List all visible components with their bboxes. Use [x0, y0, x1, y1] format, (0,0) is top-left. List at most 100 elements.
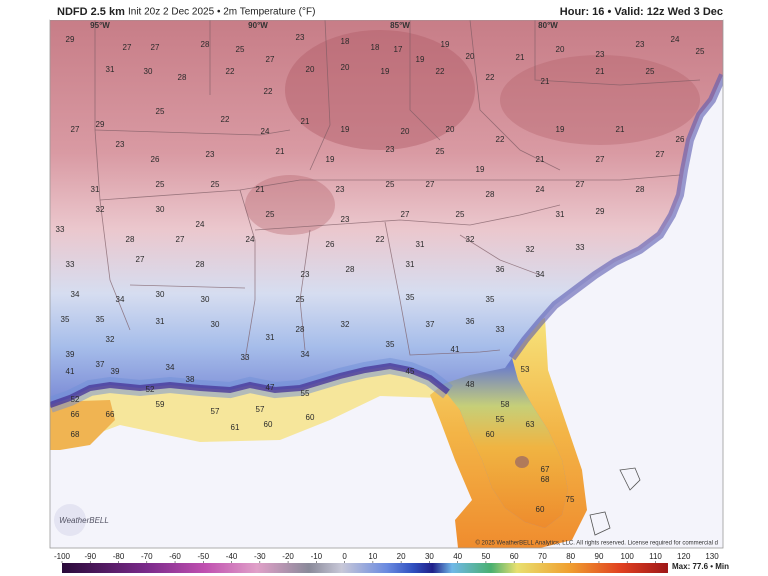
station-temp: 52	[71, 395, 80, 404]
station-temp: 31	[266, 333, 275, 342]
station-temp: 35	[406, 293, 415, 302]
station-temp: 34	[71, 290, 80, 299]
header-bar	[50, 4, 723, 20]
logo-badge	[54, 504, 86, 536]
station-temp: 25	[386, 180, 395, 189]
longitude-label: 80°W	[538, 21, 558, 30]
station-temp: 30	[156, 290, 165, 299]
station-temp: 22	[264, 87, 273, 96]
colorbar-tick-label: 40	[453, 552, 462, 561]
station-temp: 27	[151, 43, 160, 52]
station-temp: 19	[556, 125, 565, 134]
station-temp: 21	[516, 53, 525, 62]
header-subtitle: Init 20z 2 Dec 2025 • 2m Temperature (°F…	[128, 7, 315, 18]
station-temp: 26	[326, 240, 335, 249]
station-temp: 19	[381, 67, 390, 76]
station-temp: 28	[486, 190, 495, 199]
station-temp: 39	[66, 350, 75, 359]
station-temp: 21	[541, 77, 550, 86]
station-temp: 47	[266, 383, 275, 392]
station-temp: 20	[341, 63, 350, 72]
colorbar-tick-label: 50	[481, 552, 490, 561]
station-temp: 22	[496, 135, 505, 144]
station-temp: 34	[166, 363, 175, 372]
station-temp: 57	[211, 407, 220, 416]
station-temp: 28	[346, 265, 355, 274]
colorbar-tick-label: 10	[368, 552, 377, 561]
station-temp: 26	[151, 155, 160, 164]
station-temp: 23	[596, 50, 605, 59]
station-temp: 22	[376, 235, 385, 244]
station-temp: 24	[246, 235, 255, 244]
station-temp: 24	[261, 127, 270, 136]
station-labels: 29 27 27 28 25 23 27 18 18 17 19 19 20 21 20 23 23 24 25 31…	[56, 33, 705, 514]
colorbar-ticks: -100 -90 -80 -70 -60 -50 -40 -30 -20 -10 0 10 20 30 40…	[54, 552, 719, 563]
station-temp: 34	[116, 295, 125, 304]
colorbar-tick-label: 90	[595, 552, 604, 561]
station-temp: 34	[301, 350, 310, 359]
station-temp: 27	[576, 180, 585, 189]
station-temp: 22	[436, 67, 445, 76]
logo: WeatherBELL	[59, 516, 109, 525]
station-temp: 39	[111, 367, 120, 376]
station-temp: 41	[451, 345, 460, 354]
colorbar-tick-label: 100	[621, 552, 635, 561]
colorbar-tick-label: 130	[705, 552, 719, 561]
station-temp: 27	[266, 55, 275, 64]
cold-core	[245, 175, 335, 235]
colorbar-tick-label: -40	[226, 552, 238, 561]
station-temp: 45	[406, 367, 415, 376]
station-temp: 60	[306, 413, 315, 422]
station-temp: 19	[326, 155, 335, 164]
lake	[515, 456, 529, 468]
station-temp: 33	[576, 243, 585, 252]
station-temp: 37	[426, 320, 435, 329]
colorbar-tick-label: 30	[425, 552, 434, 561]
station-temp: 63	[526, 420, 535, 429]
station-temp: 23	[336, 185, 345, 194]
stats-box	[668, 560, 724, 574]
longitude-label: 85°W	[390, 21, 410, 30]
station-temp: 32	[106, 335, 115, 344]
colorbar-tick-label: -10	[311, 552, 323, 561]
colorbar-tick-label: -100	[54, 552, 71, 561]
station-temp: 53	[521, 365, 530, 374]
station-temp: 52	[146, 385, 155, 394]
station-temp: 75	[566, 495, 575, 504]
station-temp: 27	[71, 125, 80, 134]
header-valid: Hour: 16 • Valid: 12z Wed 3 Dec	[560, 6, 723, 18]
colorbar-tick-label: 70	[538, 552, 547, 561]
station-temp: 32	[466, 235, 475, 244]
station-temp: 38	[186, 375, 195, 384]
map	[50, 20, 723, 548]
station-temp: 22	[486, 73, 495, 82]
borders	[94, 20, 701, 361]
stats: Max: 77.6 • Min	[672, 562, 729, 571]
station-temp: 27	[123, 43, 132, 52]
station-temp: 59	[156, 400, 165, 409]
station-temp: 36	[466, 317, 475, 326]
station-temp: 31	[106, 65, 115, 74]
station-temp: 22	[221, 115, 230, 124]
coastline	[50, 362, 450, 408]
station-temp: 23	[341, 215, 350, 224]
texas-warm-water	[50, 400, 115, 450]
cold-core	[285, 30, 475, 150]
station-temp: 30	[144, 67, 153, 76]
colorbar-tick-label: -90	[84, 552, 96, 561]
station-temp: 27	[656, 150, 665, 159]
station-temp: 67	[541, 465, 550, 474]
land	[50, 20, 723, 528]
station-temp: 19	[341, 125, 350, 134]
station-temp: 33	[66, 260, 75, 269]
station-temp: 30	[201, 295, 210, 304]
station-temp: 28	[196, 260, 205, 269]
station-temp: 60	[536, 505, 545, 514]
longitude-labels: 95°W 90°W 85°W 80°W	[90, 21, 558, 30]
station-temp: 20	[446, 125, 455, 134]
copyright: © 2025 WeatherBELL Analytics, LLC. All r…	[475, 540, 718, 547]
station-temp: 41	[66, 367, 75, 376]
station-temp: 25	[236, 45, 245, 54]
station-temp: 35	[96, 315, 105, 324]
colorbar	[62, 563, 712, 573]
